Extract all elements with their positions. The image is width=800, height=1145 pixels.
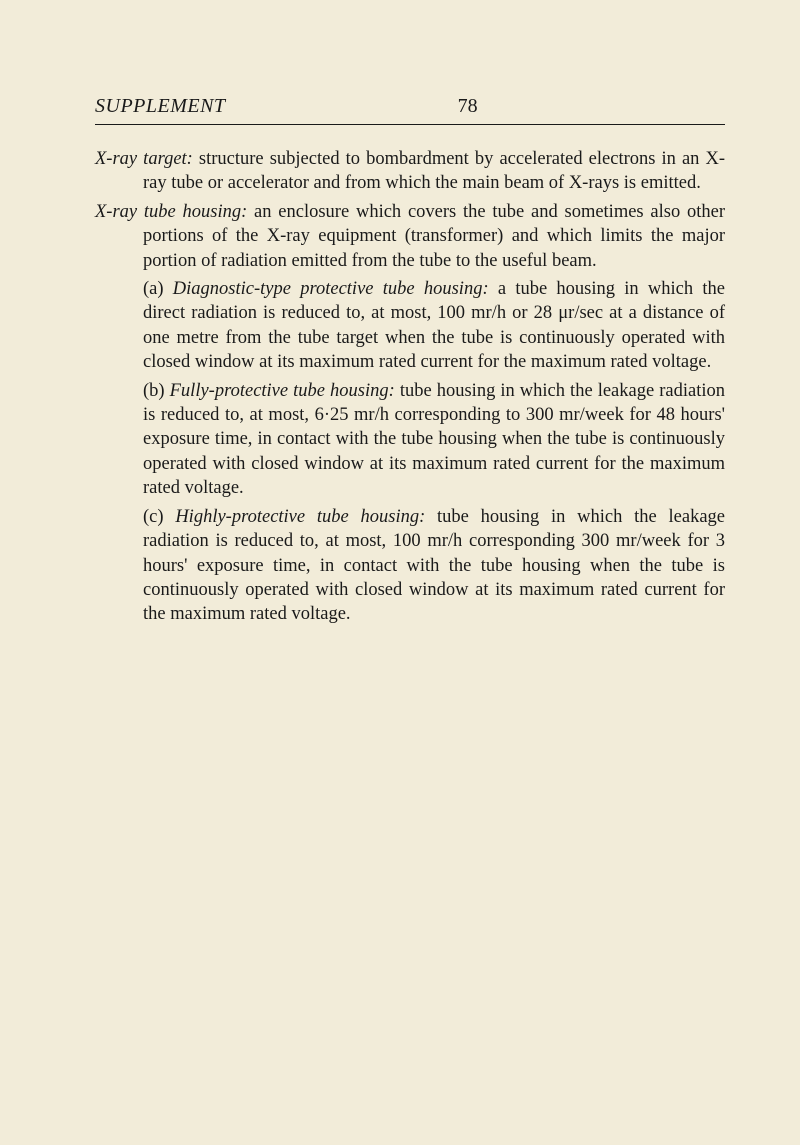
sub-term: Fully-protective tube housing: [170, 381, 395, 401]
entry-xray-tube-housing: X-ray tube housing: an enclosure which c… [95, 200, 725, 273]
sub-term: Diagnostic-type protective tube housing: [173, 279, 489, 299]
page-header: SUPPLEMENT 78 [95, 95, 725, 118]
subentry-c: (c) Highly-protective tube housing: tube… [95, 505, 725, 627]
running-head-title: SUPPLEMENT [95, 95, 226, 118]
subentry-a: (a) Diagnostic-type protective tube hous… [95, 277, 725, 375]
page-number: 78 [458, 95, 478, 118]
header-rule [95, 124, 725, 125]
sub-label: (a) [143, 279, 173, 299]
entry-xray-target: X-ray target: structure subjected to bom… [95, 147, 725, 196]
sub-label: (c) [143, 507, 175, 527]
term: X-ray tube housing: [95, 202, 247, 222]
definition-text: structure subjected to bombardment by ac… [143, 149, 725, 193]
sub-term: Highly-protective tube housing: [175, 507, 425, 527]
subentry-b: (b) Fully-protective tube housing: tube … [95, 379, 725, 501]
sub-label: (b) [143, 381, 170, 401]
term: X-ray target: [95, 149, 193, 169]
